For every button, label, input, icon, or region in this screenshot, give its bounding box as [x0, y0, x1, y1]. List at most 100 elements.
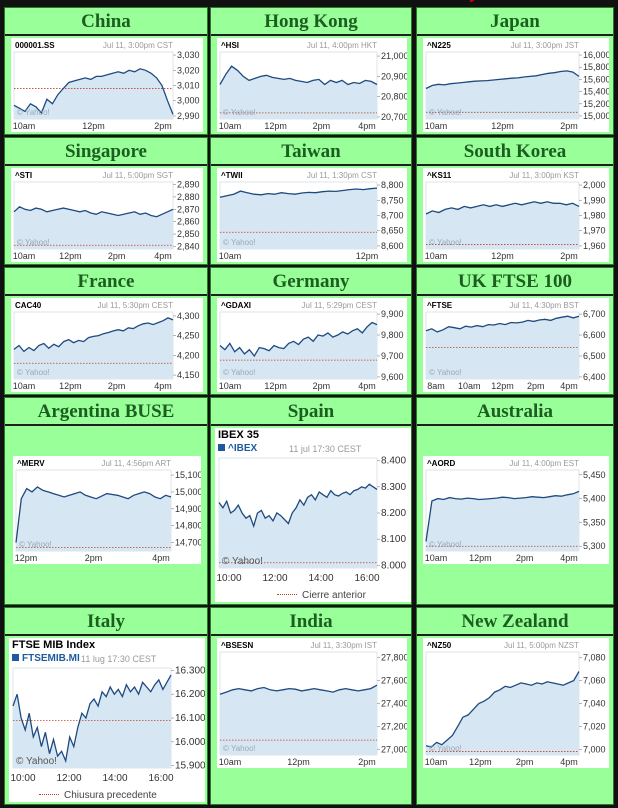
yahoo-credit: © Yahoo!: [429, 368, 462, 377]
y-tick-label: 6,500: [583, 351, 606, 361]
y-tick-label: 2,990: [177, 111, 200, 121]
chart-timestamp: 11 lug 17:30 CEST: [81, 654, 157, 664]
y-tick-label: 20,700: [381, 112, 407, 122]
market-panel-newzealand: New Zealand 7,080 7,060 7,040 7,020 7,000 10am…: [416, 607, 614, 805]
chart-canvas: 8,800 8,750 8,700 8,650 8,600 10am 12pm © Yahoo…: [219, 180, 404, 261]
market-title: Japan: [417, 8, 613, 36]
price-area: [220, 188, 377, 249]
chart-symbol: ^N225: [427, 41, 451, 50]
stock-chart-australia[interactable]: 5,450 5,400 5,350 5,300 10am 12pm 2pm 4pm © Yaho…: [423, 456, 609, 564]
chart-canvas: 2,000 1,990 1,980 1,970 1,960 10am 12pm 2pm © Ya…: [425, 180, 606, 261]
chart-header: CAC40 Jul 11, 5:30pm CEST: [15, 300, 199, 311]
chart-header: ^MERV Jul 11, 4:56pm ART: [17, 458, 197, 469]
y-tick-label: 5,450: [583, 470, 606, 480]
x-tick-label: 2pm: [560, 121, 578, 131]
previous-close-legend: Chiusura precedente: [39, 790, 157, 801]
x-tick-label: 2pm: [516, 553, 534, 563]
chart-header: ^BSESN Jul 11, 3:30pm IST: [221, 640, 403, 651]
stock-chart-southkorea[interactable]: 2,000 1,990 1,980 1,970 1,960 10am 12pm 2pm © Ya…: [423, 168, 609, 262]
x-tick-label: 2pm: [313, 381, 331, 391]
stock-chart-italy[interactable]: 16.300 16.200 16.100 16.000 15.900 10:00 12:00…: [9, 638, 205, 802]
y-tick-label: 27,400: [381, 699, 407, 709]
stock-chart-singapore[interactable]: 2,890 2,880 2,870 2,860 2,850 2,840 10am 12pm 2p…: [11, 168, 203, 262]
x-tick-label: 14:00: [308, 573, 333, 584]
market-panel-hongkong: Hong Kong 21,000 20,900 20,800 20,700 10am 12p…: [210, 7, 412, 135]
stock-chart-spain[interactable]: 8.400 8.300 8.200 8.100 8.000 10:00 12:00 14:00…: [215, 428, 411, 602]
stock-chart-india[interactable]: 27,800 27,600 27,400 27,200 27,000 10am 12pm 2p…: [217, 638, 407, 768]
x-tick-label: 2pm: [154, 121, 172, 131]
y-tick-label: 15,200: [583, 99, 609, 109]
chart-symbol: ^AORD: [427, 459, 456, 468]
chart-timestamp: 11 jul 17:30 CEST: [289, 444, 362, 454]
stock-chart-taiwan[interactable]: 8,800 8,750 8,700 8,650 8,600 10am 12pm © Yahoo…: [217, 168, 407, 262]
x-tick-label: 2pm: [108, 251, 126, 261]
chart-canvas: 9,900 9,800 9,700 9,600 10am 12pm 2pm 4pm © Yaho…: [219, 309, 404, 391]
yahoo-credit: © Yahoo!: [223, 108, 256, 117]
y-tick-label: 9,700: [381, 351, 404, 361]
chart-header: ^FTSE Jul 11, 4:30pm BST: [427, 300, 605, 311]
y-tick-label: 27,600: [381, 676, 407, 686]
y-tick-label: 2,840: [177, 242, 200, 252]
x-tick-label: 4pm: [560, 381, 578, 391]
y-tick-label: 7,060: [583, 676, 606, 686]
x-tick-label: 4pm: [358, 381, 376, 391]
chart-symbol[interactable]: ^IBEX: [218, 443, 257, 454]
x-tick-label: 10am: [425, 251, 448, 261]
market-title: Hong Kong: [211, 8, 411, 36]
price-area: [219, 484, 377, 568]
stock-chart-uk[interactable]: 6,700 6,600 6,500 6,400 8am 10am 12pm 2pm 4pm © Y…: [423, 298, 609, 392]
stock-chart-hongkong[interactable]: 21,000 20,900 20,800 20,700 10am 12pm 2pm 4pm © …: [217, 38, 407, 132]
chart-symbol[interactable]: FTSEMIB.MI: [12, 653, 80, 664]
y-tick-label: 2,870: [177, 204, 200, 214]
x-tick-label: 10am: [219, 381, 242, 391]
market-panel-france: France 4,300 4,250 4,200 4,150 10am 12pm 2pm 4pm…: [4, 267, 208, 395]
yahoo-credit: © Yahoo!: [223, 744, 256, 753]
x-tick-label: 4pm: [154, 251, 172, 261]
price-line: [425, 671, 580, 748]
x-tick-label: 16:00: [354, 573, 379, 584]
x-tick-label: 2pm: [527, 381, 545, 391]
chart-timestamp: Jul 11, 4:56pm ART: [101, 459, 171, 468]
y-tick-label: 15,400: [583, 87, 609, 97]
chart-header: ^GDAXI Jul 11, 5:29pm CEST: [221, 300, 403, 311]
x-tick-label: 12pm: [491, 121, 514, 131]
market-title: Taiwan: [211, 138, 411, 166]
y-tick-label: 15,000: [583, 111, 609, 121]
y-tick-label: 8,600: [381, 241, 404, 251]
x-tick-label: 2pm: [560, 251, 578, 261]
y-tick-label: 9,900: [381, 309, 404, 319]
y-tick-label: 15,600: [583, 74, 609, 84]
stock-chart-newzealand[interactable]: 7,080 7,060 7,040 7,020 7,000 10am 12pm 2pm 4pm ©…: [423, 638, 609, 768]
y-tick-label: 14,800: [175, 521, 201, 531]
y-tick-label: 2,850: [177, 229, 200, 239]
y-tick-label: 9,800: [381, 330, 404, 340]
price-area: [220, 685, 377, 755]
stock-chart-argentina[interactable]: 15,100 15,000 14,900 14,800 14,700 12pm 2pm 4pm…: [13, 456, 201, 564]
chart-symbol: ^GDAXI: [221, 301, 252, 310]
stock-chart-japan[interactable]: 16,000 15,800 15,600 15,400 15,200 15,000 10am…: [423, 38, 609, 132]
x-tick-label: 12pm: [264, 381, 287, 391]
stock-chart-germany[interactable]: 9,900 9,800 9,700 9,600 10am 12pm 2pm 4pm © Yaho…: [217, 298, 407, 392]
yahoo-credit: © Yahoo!: [222, 556, 263, 567]
chart-header: ^KS11 Jul 11, 3:00pm KST: [427, 170, 605, 181]
market-panel-taiwan: Taiwan 8,800 8,750 8,700 8,650 8,600 10am 12pm ©…: [210, 137, 412, 265]
yahoo-credit: © Yahoo!: [17, 108, 50, 117]
x-tick-label: 12pm: [59, 251, 82, 261]
x-tick-label: 12pm: [15, 553, 38, 563]
y-tick-label: 8,750: [381, 195, 404, 205]
price-line: [425, 201, 580, 215]
y-tick-label: 1,990: [583, 195, 606, 205]
yahoo-credit: © Yahoo!: [223, 368, 256, 377]
x-tick-label: 12pm: [469, 553, 492, 563]
market-panel-australia: Australia 5,450 5,400 5,350 5,300 10am 12pm 2pm…: [416, 397, 614, 605]
y-tick-label: 15,800: [583, 62, 609, 72]
price-line: [15, 486, 172, 543]
y-tick-label: 1,970: [583, 226, 606, 236]
stock-chart-france[interactable]: 4,300 4,250 4,200 4,150 10am 12pm 2pm 4pm © Yaho…: [11, 298, 203, 392]
y-tick-label: 3,030: [177, 50, 200, 60]
price-area: [220, 66, 377, 119]
y-tick-label: 15,100: [175, 470, 201, 480]
stock-chart-china[interactable]: 3,030 3,020 3,010 3,000 2,990 10am 12pm 2pm © Ya…: [11, 38, 203, 132]
x-tick-label: 10am: [458, 381, 481, 391]
chart-canvas: 15,100 15,000 14,900 14,800 14,700 12pm 2pm 4pm…: [15, 469, 201, 563]
